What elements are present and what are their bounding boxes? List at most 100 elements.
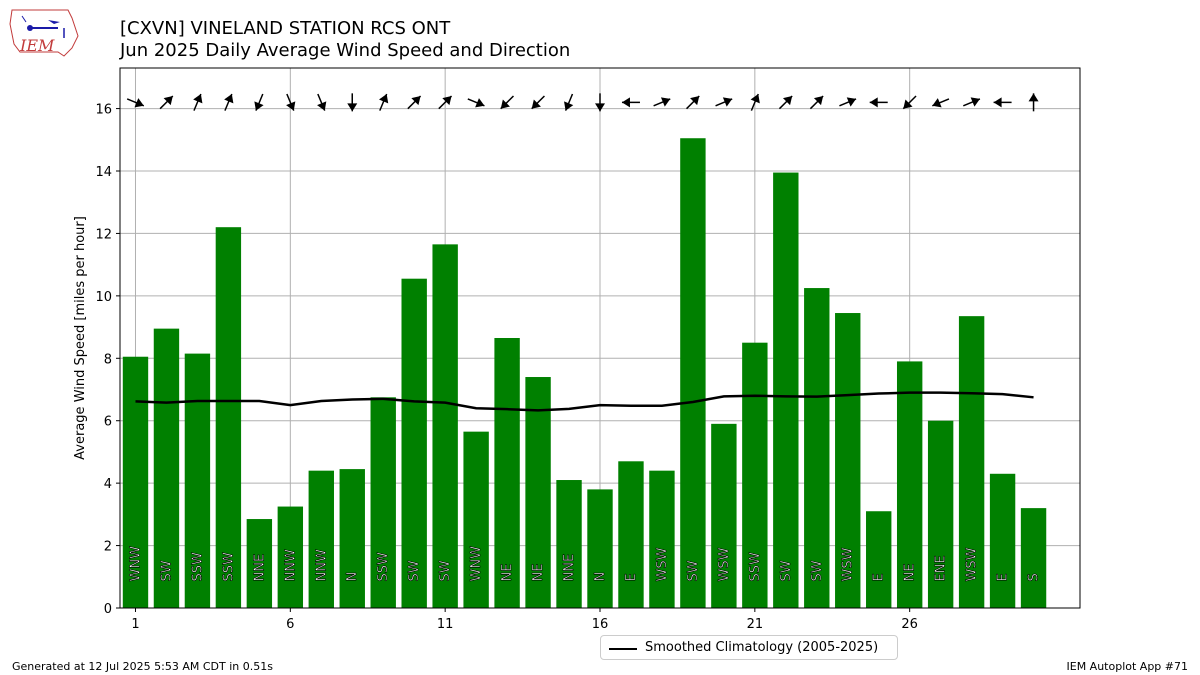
bar	[618, 461, 644, 608]
direction-label: S	[1027, 573, 1042, 581]
bar	[432, 244, 458, 608]
bar	[989, 473, 1016, 608]
footer-generated: Generated at 12 Jul 2025 5:53 AM CDT in …	[12, 660, 273, 673]
y-tick-label: 10	[95, 290, 112, 305]
bar	[711, 423, 737, 608]
wind-arrow-head	[595, 103, 605, 112]
legend-label: Smoothed Climatology (2005-2025)	[645, 640, 879, 655]
bar	[370, 397, 396, 608]
y-tick-label: 8	[104, 352, 112, 367]
bar	[246, 519, 273, 608]
direction-label: WSW	[841, 547, 856, 581]
direction-label: E	[624, 573, 639, 581]
wind-arrow-head	[254, 101, 264, 111]
wind-arrow-head	[163, 95, 173, 106]
bar	[804, 288, 830, 608]
x-tick-label: 6	[286, 617, 294, 632]
y-tick-label: 0	[104, 602, 112, 617]
wind-arrow-head	[500, 99, 510, 109]
bar	[401, 278, 427, 608]
bar	[835, 313, 861, 608]
direction-label: SW	[779, 560, 794, 581]
direction-label: SW	[686, 560, 701, 581]
direction-label: ENE	[934, 555, 949, 581]
direction-label: SSW	[190, 552, 205, 582]
x-tick-label: 1	[131, 617, 139, 632]
bar	[556, 480, 582, 608]
direction-label: SW	[810, 560, 825, 581]
direction-label: WSW	[717, 547, 732, 581]
wind-arrow-head	[846, 97, 857, 107]
wind-arrow-head	[286, 101, 296, 111]
direction-label: SSW	[221, 552, 236, 582]
direction-label: N	[593, 572, 608, 582]
direction-label: E	[872, 573, 887, 581]
wind-arrow-head	[869, 97, 878, 108]
direction-label: NE	[531, 564, 546, 582]
bar	[896, 361, 923, 608]
bar	[742, 342, 768, 608]
wind-arrow-head	[621, 97, 630, 108]
wind-arrow-head	[690, 95, 700, 106]
wind-arrow-head	[813, 95, 824, 106]
bar	[494, 338, 520, 608]
legend-line-swatch	[609, 648, 637, 650]
y-tick-label: 16	[95, 103, 112, 118]
wind-arrow-head	[317, 101, 327, 111]
bar	[339, 469, 365, 608]
wind-arrow-head	[903, 99, 913, 109]
bar	[122, 356, 149, 608]
bar	[587, 489, 613, 608]
footer-app: IEM Autoplot App #71	[1066, 660, 1189, 673]
bar	[215, 227, 242, 609]
direction-label: NNW	[283, 549, 298, 581]
x-tick-label: 11	[437, 617, 454, 632]
direction-label: WSW	[655, 547, 670, 581]
direction-label: WNW	[128, 546, 143, 582]
direction-label: NE	[903, 564, 918, 582]
wind-arrow-head	[993, 97, 1002, 108]
x-tick-label: 21	[747, 617, 764, 632]
direction-label: WSW	[965, 547, 980, 581]
wind-arrow-head	[564, 101, 574, 111]
direction-label: SSW	[376, 552, 391, 582]
bar	[680, 138, 706, 609]
bar	[277, 506, 304, 608]
direction-label: NE	[500, 564, 515, 582]
y-tick-label: 14	[95, 165, 112, 180]
direction-label: SW	[438, 560, 453, 581]
bar	[525, 377, 551, 608]
wind-arrow-head	[722, 97, 733, 107]
x-tick-label: 16	[592, 617, 609, 632]
bar	[649, 470, 675, 608]
bar	[308, 470, 334, 608]
bar	[1020, 508, 1047, 608]
direction-label: SW	[159, 560, 174, 581]
x-tick-label: 26	[901, 617, 918, 632]
direction-label: N	[345, 572, 360, 582]
y-tick-label: 6	[104, 415, 112, 430]
wind-arrow-head	[970, 97, 980, 107]
direction-label: NNW	[314, 549, 329, 581]
wind-arrow-head	[134, 98, 144, 108]
bar	[866, 511, 892, 608]
wind-arrow-head	[750, 94, 760, 104]
wind-arrow-head	[932, 98, 942, 108]
logo-wordmark: IEM	[19, 36, 55, 55]
wind-arrow-head	[193, 94, 203, 104]
wind-arrow-head	[224, 94, 234, 104]
iem-logo: IEM	[8, 6, 80, 58]
wind-arrow-head	[660, 97, 671, 107]
direction-label: NNE	[562, 554, 577, 582]
wind-arrow-head	[475, 98, 485, 108]
y-tick-label: 2	[104, 540, 112, 555]
wind-arrow-head	[378, 94, 389, 104]
direction-label: SSW	[748, 552, 763, 582]
direction-label: SW	[407, 560, 422, 581]
y-tick-label: 4	[104, 477, 112, 492]
bar	[153, 328, 180, 608]
wind-arrow-head	[531, 99, 541, 109]
bar	[958, 316, 985, 608]
wind-arrow-head	[411, 95, 421, 106]
